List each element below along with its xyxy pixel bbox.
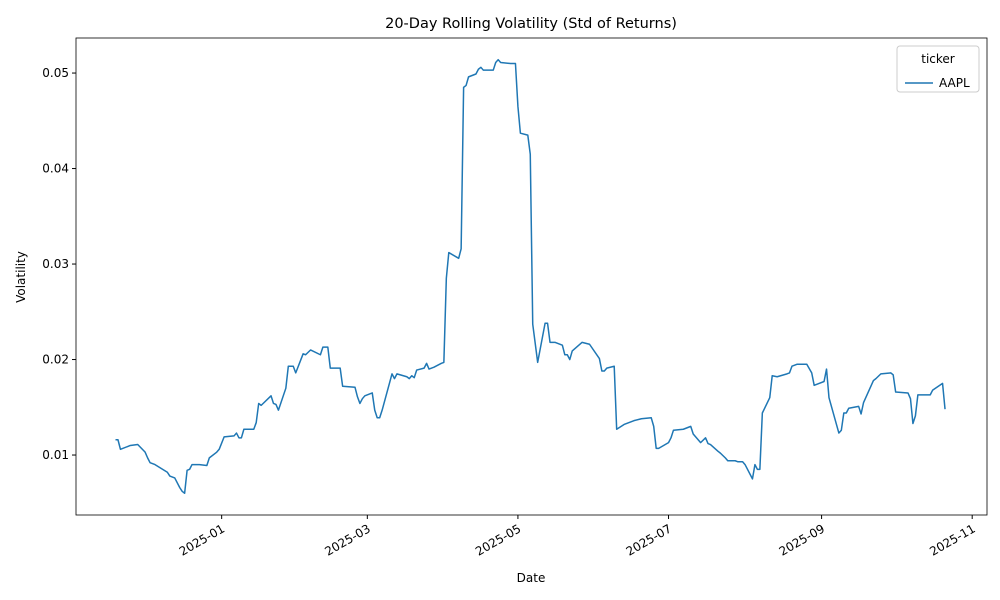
y-tick-label: 0.03	[42, 257, 69, 271]
plot-frame	[75, 37, 988, 516]
legend-title: ticker	[921, 52, 955, 66]
chart-title: 20-Day Rolling Volatility (Std of Return…	[385, 16, 677, 32]
y-axis-label: Volatility	[14, 251, 28, 303]
line-series	[115, 58, 946, 494]
y-tick-label: 0.01	[42, 448, 69, 462]
y-tick-label: 0.04	[42, 162, 69, 176]
y-tick-label: 0.02	[42, 353, 69, 367]
legend-label: AAPL	[939, 76, 970, 90]
legend-box	[896, 45, 980, 93]
x-axis-label: Date	[517, 571, 546, 585]
y-tick-label: 0.05	[42, 66, 69, 80]
